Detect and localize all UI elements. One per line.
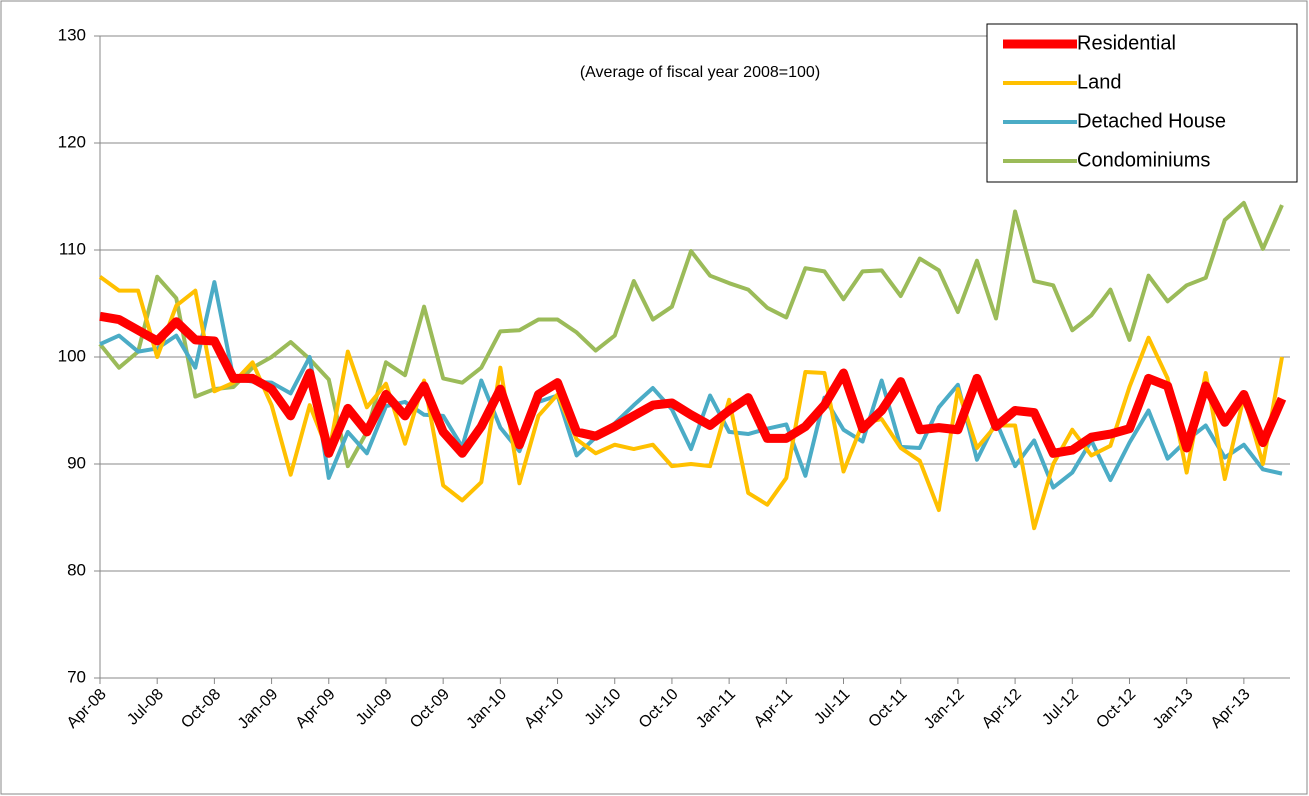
legend-label: Residential [1077, 32, 1176, 54]
y-tick-label: 80 [67, 560, 86, 579]
legend-box [986, 23, 1298, 183]
legend-label: Condominiums [1077, 149, 1210, 171]
legend-label: Land [1077, 71, 1122, 93]
line-series [99, 280, 1283, 490]
line-series [98, 200, 1284, 469]
y-tick-label: 130 [58, 25, 86, 44]
annotation: (Average of fiscal year 2008=100) [580, 64, 820, 81]
line-series [99, 311, 1287, 458]
y-tick-label: 70 [67, 667, 86, 686]
y-tick-label: 120 [58, 132, 86, 151]
legend-label: Detached House [1077, 110, 1226, 132]
y-tick-label: 90 [67, 453, 86, 472]
y-tick-label: 110 [59, 239, 86, 258]
y-tick-label: 100 [58, 346, 86, 365]
